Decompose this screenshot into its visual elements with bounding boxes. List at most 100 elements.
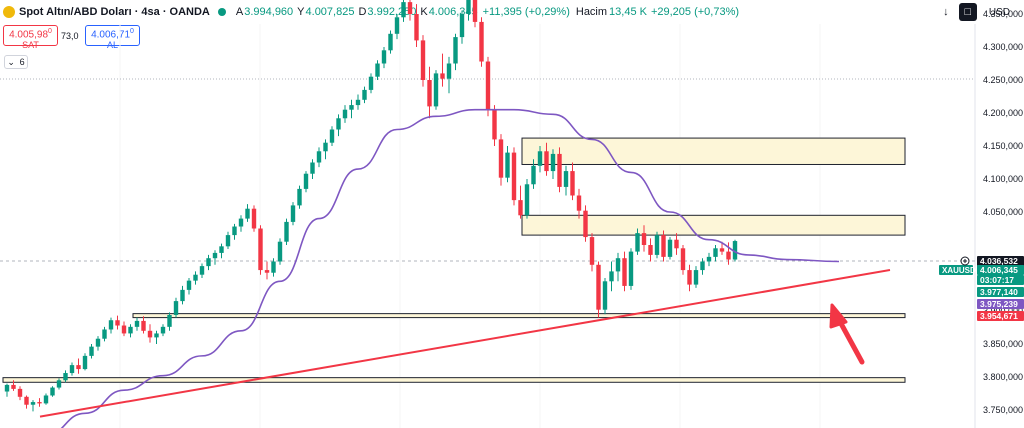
candle bbox=[628, 251, 634, 286]
candle bbox=[95, 338, 101, 347]
price-tag bbox=[977, 256, 1024, 266]
candle bbox=[37, 402, 42, 404]
candle bbox=[115, 320, 120, 326]
candle bbox=[518, 200, 523, 216]
candle bbox=[589, 237, 595, 265]
candle bbox=[186, 280, 192, 290]
price-tag bbox=[977, 299, 1024, 309]
price-tag bbox=[977, 287, 1024, 297]
buy-button[interactable]: 4.006,710 AL bbox=[85, 25, 140, 50]
candle bbox=[420, 40, 426, 80]
candle bbox=[485, 61, 491, 110]
candle bbox=[687, 270, 692, 285]
candle bbox=[498, 139, 504, 178]
price-tag-label: 4.036,532 bbox=[980, 256, 1018, 266]
candle bbox=[674, 239, 679, 249]
candle bbox=[63, 373, 68, 381]
candle bbox=[128, 326, 133, 334]
sell-button[interactable]: 4.005,980 SAT bbox=[3, 25, 58, 50]
volume-change: +29,205 (+0,73%) bbox=[650, 6, 740, 18]
price-tag-label: 3.977,140 bbox=[980, 287, 1018, 297]
candle bbox=[271, 261, 276, 273]
price-tag-label: 4.006,345 bbox=[980, 265, 1018, 275]
currency-label[interactable]: USD bbox=[988, 6, 1010, 18]
candle bbox=[238, 218, 244, 227]
candle bbox=[479, 21, 484, 62]
plus-icon bbox=[963, 259, 967, 263]
symbol-tag bbox=[939, 265, 973, 275]
volume-label: Hacim bbox=[575, 6, 608, 18]
candle bbox=[212, 252, 218, 259]
price-tag-label: 3.954,671 bbox=[980, 311, 1018, 321]
candle bbox=[277, 241, 283, 262]
ohlc-low-key: D bbox=[358, 6, 367, 18]
candle bbox=[173, 301, 179, 315]
support-resistance-zone bbox=[521, 137, 906, 165]
candle bbox=[732, 241, 738, 260]
candle bbox=[199, 266, 205, 275]
price-change: +11,395 (+0,29%) bbox=[482, 6, 570, 18]
arrow-down-icon[interactable]: ↓ bbox=[943, 6, 949, 18]
chart-header: Spot Altın/ABD Doları · 4sa · OANDA A 3.9… bbox=[0, 0, 1024, 24]
candle bbox=[284, 221, 289, 242]
candle bbox=[648, 245, 653, 255]
candle bbox=[622, 258, 627, 286]
candle bbox=[147, 330, 153, 338]
candle bbox=[563, 171, 569, 187]
candle bbox=[102, 329, 107, 339]
candle bbox=[225, 235, 231, 247]
candle bbox=[602, 281, 608, 310]
candle bbox=[446, 63, 452, 79]
candle bbox=[537, 151, 543, 166]
price-tag-label: 3.975,239 bbox=[980, 299, 1018, 309]
moving-average-line bbox=[60, 108, 840, 428]
candle bbox=[258, 228, 263, 271]
candle bbox=[43, 395, 49, 404]
axis-tick-label: 3.900,000 bbox=[983, 306, 1023, 316]
candle bbox=[570, 171, 575, 196]
candle bbox=[433, 73, 439, 107]
candle bbox=[206, 258, 211, 267]
candle bbox=[180, 289, 185, 302]
symbol-tag-label: XAUUSD bbox=[942, 266, 976, 275]
candle bbox=[264, 270, 270, 273]
symbol-title[interactable]: Spot Altın/ABD Doları · 4sa · OANDA bbox=[19, 6, 210, 18]
ascending-trendline bbox=[39, 269, 891, 418]
candle bbox=[583, 210, 588, 238]
chevron-down-icon: ⌄ bbox=[7, 56, 15, 67]
candle bbox=[56, 380, 62, 388]
candle bbox=[303, 173, 309, 189]
candle bbox=[310, 162, 315, 174]
candle bbox=[596, 264, 601, 310]
square-icon[interactable]: □ bbox=[958, 3, 977, 21]
candle bbox=[381, 50, 387, 64]
candle bbox=[193, 274, 198, 281]
price-tag bbox=[977, 311, 1024, 321]
candle bbox=[713, 248, 718, 257]
candle bbox=[505, 152, 510, 178]
candle bbox=[154, 333, 159, 338]
ohlc-close-key: K bbox=[420, 6, 428, 18]
axis-tick-label: 3.800,000 bbox=[983, 372, 1023, 382]
axis-tick-label: 4.050,000 bbox=[983, 207, 1023, 217]
buy-label: AL bbox=[106, 40, 118, 51]
candle bbox=[635, 233, 640, 252]
candle bbox=[141, 320, 146, 331]
indicators-toggle[interactable]: ⌄ 6 bbox=[4, 55, 28, 69]
candle bbox=[654, 235, 660, 255]
candle bbox=[557, 153, 562, 187]
candle bbox=[609, 271, 614, 282]
candle bbox=[121, 325, 127, 334]
candle bbox=[700, 261, 705, 271]
candle bbox=[511, 152, 517, 201]
sell-price: 4.005,98 bbox=[9, 29, 49, 41]
candle bbox=[576, 195, 582, 211]
candle bbox=[641, 233, 647, 245]
add-alert-icon bbox=[960, 256, 970, 266]
candle bbox=[349, 105, 354, 110]
candle bbox=[69, 365, 75, 374]
candle bbox=[661, 235, 666, 257]
candle bbox=[167, 314, 172, 327]
candle bbox=[531, 165, 536, 185]
